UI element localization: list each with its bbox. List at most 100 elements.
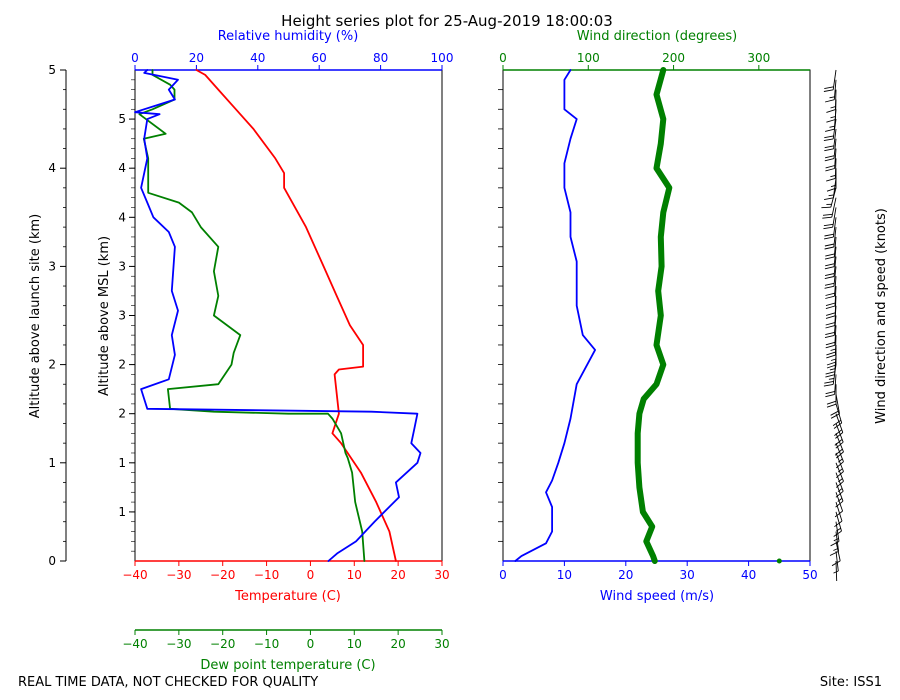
- msl-altitude-tick-label: 1: [118, 456, 126, 470]
- temperature-axis-tick-label: −30: [166, 568, 191, 582]
- temperature-axis-tick-label: 10: [347, 568, 362, 582]
- wind-barb-feather: [824, 128, 835, 132]
- wind-barb-half-feather: [833, 547, 839, 551]
- wind-barb-staff: [835, 403, 843, 424]
- wind-barb-half-feather: [838, 458, 843, 463]
- wind-barb-feather: [825, 295, 835, 299]
- wind-barb-half-feather: [837, 488, 843, 493]
- temperature-axis-tick-label: 0: [307, 568, 315, 582]
- wind-barb-feather: [826, 119, 836, 123]
- msl-altitude-tick-label: 3: [118, 309, 126, 323]
- wind-barb-feather: [830, 541, 840, 547]
- temperature-axis-tick-label: −40: [122, 568, 147, 582]
- wind-barb-feather: [825, 312, 836, 316]
- wind-barb-feather: [831, 560, 841, 567]
- dewpoint-axis-tick-label: 20: [391, 637, 406, 651]
- wind-barb-staff: [835, 442, 844, 462]
- wind-barb-feather: [824, 233, 834, 237]
- wind-barb-feather: [824, 145, 835, 149]
- msl-altitude-tick-label: 5: [118, 112, 126, 126]
- launch-altitude-tick-label: 4: [48, 161, 56, 175]
- wind-barb-staff: [833, 266, 837, 287]
- wind-barb-half-feather: [830, 348, 836, 351]
- rh-axis-tick-label: 0: [131, 51, 139, 65]
- wind-barb-feather: [836, 471, 844, 479]
- wind-barb-staff: [832, 69, 837, 90]
- wind-barb-feather: [825, 302, 836, 307]
- rh-axis-tick-label: 20: [189, 51, 204, 65]
- wind-barb-staff: [833, 246, 837, 267]
- msl-altitude-axis-label: Altitude above MSL (km): [97, 236, 112, 396]
- wind-barb-feather: [824, 99, 835, 103]
- wind-speed-axis-tick-label: 30: [680, 568, 695, 582]
- wind-barb-feather: [826, 109, 836, 113]
- msl-altitude-tick-label: 4: [118, 161, 126, 175]
- wind-barb-feather: [824, 246, 834, 250]
- wind-direction-axis-tick-label: 100: [577, 51, 600, 65]
- msl-altitude-tick-label: 2: [118, 358, 126, 372]
- wind-barb-feather: [826, 400, 837, 405]
- dewpoint-axis-tick-label: −30: [166, 637, 191, 651]
- launch-altitude-tick-label: 3: [48, 259, 56, 273]
- wind-barb-feather: [825, 315, 836, 319]
- quality-disclaimer: REAL TIME DATA, NOT CHECKED FOR QUALITY: [18, 675, 318, 690]
- wind-direction-axis-label: Wind direction (degrees): [577, 29, 737, 44]
- dewpoint-axis-tick-label: −40: [122, 637, 147, 651]
- wind-barb-staff: [833, 256, 837, 277]
- wind-barb-feather: [825, 341, 836, 346]
- rh-axis-label: Relative humidity (%): [218, 29, 359, 44]
- wind-barb-feather: [826, 361, 837, 366]
- wind-barb-half-feather: [838, 468, 843, 473]
- wind-barb-feather: [826, 187, 837, 192]
- wind-barb-staff: [833, 236, 837, 257]
- wind-barb-feather: [824, 273, 835, 277]
- wind-barb-half-feather: [833, 570, 839, 574]
- wind-barb-staff: [832, 207, 837, 228]
- wind-barb-feather: [822, 216, 832, 219]
- wind-barb-half-feather: [830, 116, 836, 119]
- wind-barb-half-feather: [837, 498, 843, 502]
- wind-barb-staff: [834, 148, 837, 169]
- wind-barb-staff: [834, 295, 837, 316]
- temperature-axis-tick-label: 20: [391, 568, 406, 582]
- wind-barb-feather: [825, 305, 836, 310]
- wind-barb-staff: [835, 501, 843, 522]
- wind-barb-feather: [826, 351, 836, 356]
- wind-barb-staff: [835, 452, 844, 472]
- wind-barb-feather: [829, 550, 839, 556]
- wind-barb-feather: [824, 148, 834, 152]
- wind-barb-feather: [825, 393, 835, 398]
- wind-barb-staff: [832, 217, 837, 238]
- wind-barb-staff: [835, 560, 838, 582]
- wind-barb-feather: [825, 322, 836, 326]
- wind-direction-line: [634, 67, 673, 564]
- launch-altitude-tick-label: 5: [48, 63, 56, 77]
- wind-barb-feather: [824, 282, 835, 286]
- wind-barb-feather: [834, 520, 843, 528]
- wind-barb-half-feather: [829, 96, 835, 99]
- wind-barb-staff: [834, 374, 837, 395]
- wind-barb-feather: [823, 138, 834, 142]
- launch-altitude-axis-label: Altitude above launch site (km): [28, 214, 43, 418]
- wind-barb-feather: [836, 451, 844, 459]
- wind-barb-feather: [825, 168, 835, 172]
- wind-barb-feather: [826, 354, 836, 359]
- wind-barb-half-feather: [830, 106, 836, 109]
- temperature-line: [195, 69, 397, 562]
- wind-barb-half-feather: [830, 184, 837, 188]
- wind-barb-half-feather: [836, 527, 841, 532]
- temperature-axis-tick-label: −20: [210, 568, 235, 582]
- wind-barb-feather: [822, 213, 833, 216]
- rh-axis-tick-label: 40: [250, 51, 265, 65]
- wind-barb-feather: [835, 441, 844, 449]
- wind-barb-half-feather: [838, 478, 843, 483]
- wind-barb-feather: [826, 177, 836, 182]
- wind-speed-axis-tick-label: 40: [741, 568, 756, 582]
- wind-barb-staff: [835, 413, 844, 433]
- launch-altitude-tick-label: 2: [48, 358, 56, 372]
- wind-barb-feather: [834, 429, 843, 436]
- figure-title: Height series plot for 25-Aug-2019 18:00…: [281, 12, 613, 30]
- wind-direction-axis-tick-label: 200: [662, 51, 685, 65]
- wind-barb-staff: [834, 335, 837, 356]
- wind-barb-staff: [835, 462, 844, 482]
